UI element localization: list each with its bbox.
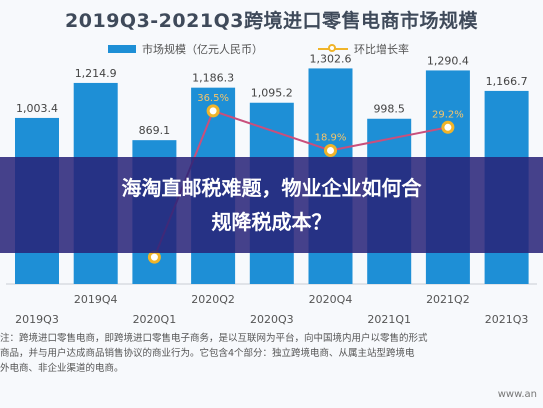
legend-bar: 市场规模（亿元人民币） [108,41,263,57]
growth-rate-point [324,143,337,157]
bar-value-label: 1,214.9 [75,67,117,80]
footnote-line-1: 注：跨境进口零售电商，即跨境进口零售电子商务，是以互联网为平台，向中国境内用户以… [0,333,428,344]
legend-line-swatch [318,44,348,52]
bar-value-label: 869.1 [139,124,171,137]
legend-bar-label: 市场规模（亿元人民币） [142,43,263,56]
growth-rate-point [441,120,455,134]
growth-rate-label: 29.2% [432,109,464,120]
bar-value-label: 1,095.2 [251,87,293,100]
headline-banner: 海淘直邮税难题，物业企业如何合 规降税成本？ [0,157,543,253]
bar-value-label: 1,302.6 [310,52,352,65]
legend-bar-swatch [108,45,136,53]
growth-rate-label: 18.9% [315,132,347,143]
headline-line-1: 海淘直邮税难题，物业企业如何合 [121,176,422,200]
footnote: 注：跨境进口零售电商，即跨境进口零售电子商务，是以互联网为平台，向中国境内用户以… [0,331,543,376]
legend-line: 环比增长率 [318,41,409,57]
footnote-line-3: 外电商、非企业渠道的电商。 [0,363,124,374]
growth-rate-point [206,104,220,118]
bar-value-label: 1,166.7 [486,75,528,88]
x-tick-label: 2019Q3 [15,313,59,326]
x-tick-label: 2020Q2 [191,293,235,306]
x-tick-label: 2020Q1 [133,313,177,326]
x-tick-label: 2021Q3 [485,313,529,326]
legend-line-label: 环比增长率 [354,43,409,56]
growth-rate-label: 36.5% [197,93,229,104]
chart-title: 2019Q3-2021Q3跨境进口零售电商市场规模 [65,10,478,32]
bar-value-label: 998.5 [373,103,405,116]
headline-line-2: 规降税成本？ [211,210,332,234]
headline-text: 海淘直邮税难题，物业企业如何合 规降税成本？ [47,171,497,239]
x-tick-label: 2021Q1 [367,313,411,326]
growth-rate-point [147,250,161,264]
bar-value-label: 1,290.4 [427,54,469,67]
x-tick-label: 2021Q2 [426,293,470,306]
x-tick-label: 2020Q4 [309,293,353,306]
bar-value-label: 1,003.4 [16,102,58,115]
x-tick-label: 2019Q4 [74,293,118,306]
x-tick-label: 2020Q3 [250,313,294,326]
footnote-line-2: 商品，并与用户达成商品销售协议的商业行为。它包含4个部分：独立跨境电商、从属主站… [0,348,415,359]
bar-value-label: 1,186.3 [192,72,234,85]
source-watermark: www.an [497,389,537,400]
